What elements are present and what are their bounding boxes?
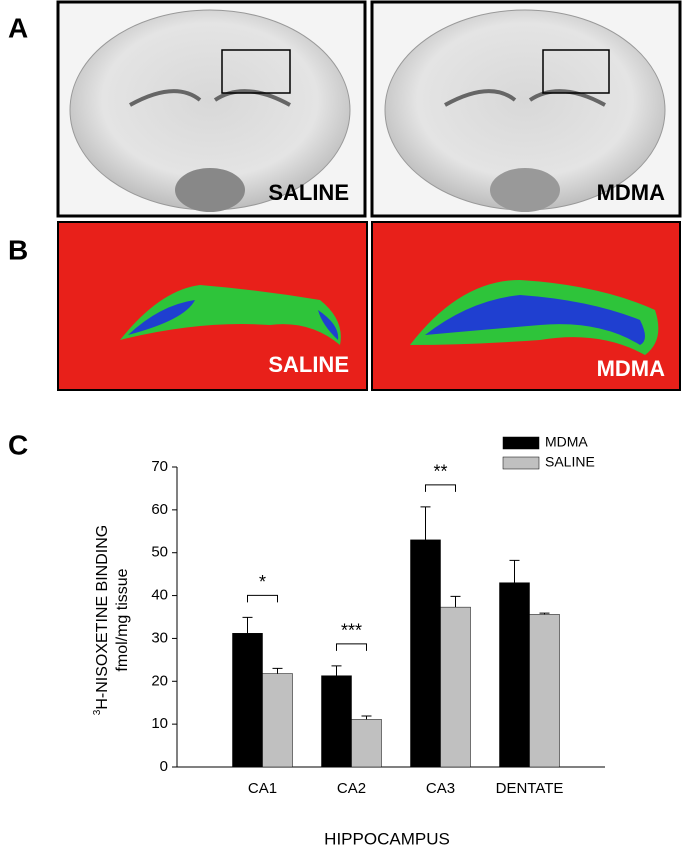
y-tick-label: 0 xyxy=(160,758,168,775)
image-label: SALINE xyxy=(268,352,349,377)
significance-label: ** xyxy=(433,462,447,482)
bar xyxy=(262,673,293,768)
y-axis-title: 3H-NISOXETINE BINDING xyxy=(92,525,112,715)
hippocampus xyxy=(129,89,291,107)
panel-a xyxy=(56,0,682,218)
error-bar xyxy=(272,667,283,674)
significance-label: *** xyxy=(341,621,362,641)
roi-box xyxy=(221,49,291,94)
error-bar xyxy=(361,715,372,720)
brainstem xyxy=(175,168,245,212)
image-label: MDMA xyxy=(597,356,666,381)
y-tick-label: 20 xyxy=(151,672,168,689)
error-bar xyxy=(539,612,550,615)
panel-label: B xyxy=(8,234,28,265)
roi-box xyxy=(542,49,610,94)
y-tick-label: 50 xyxy=(151,544,168,561)
brainstem xyxy=(490,168,560,212)
x-tick-label: CA3 xyxy=(426,780,455,797)
bar xyxy=(529,614,560,768)
x-tick-label: CA2 xyxy=(337,780,366,797)
error-bar xyxy=(420,506,431,540)
superscript: 3 xyxy=(92,709,103,715)
legend-swatch xyxy=(502,456,540,470)
legend-label: SALINE xyxy=(545,454,595,470)
x-tick-label: CA1 xyxy=(248,780,277,797)
error-bar xyxy=(331,665,342,676)
error-bar xyxy=(242,616,253,634)
y-tick-label: 30 xyxy=(151,629,168,646)
x-axis-title: HIPPOCAMPUS xyxy=(324,829,450,848)
y-axis-title-text: H-NISOXETINE BINDING xyxy=(94,525,111,710)
error-bar xyxy=(509,559,520,583)
error-bar xyxy=(450,595,461,608)
bar xyxy=(351,719,382,768)
x-tick-label: DENTATE xyxy=(496,780,564,797)
significance-bracket xyxy=(425,484,456,492)
panel-label: A xyxy=(8,12,28,43)
hippocampus-blue xyxy=(128,300,339,340)
significance-bracket xyxy=(336,643,367,651)
panel-b xyxy=(57,221,681,391)
y-tick-label: 10 xyxy=(151,715,168,732)
bar xyxy=(499,582,530,768)
bar xyxy=(410,539,441,768)
hippocampus xyxy=(444,89,606,107)
legend-swatch xyxy=(502,436,540,450)
legend-label: MDMA xyxy=(545,434,588,450)
y-tick-label: 40 xyxy=(151,587,168,604)
significance-label: * xyxy=(259,572,266,592)
hippocampus-blue xyxy=(425,295,645,345)
hippocampus-green xyxy=(120,285,341,345)
bar xyxy=(232,633,263,768)
y-tick-label: 70 xyxy=(151,458,168,475)
panel-label: C xyxy=(8,429,28,460)
bar xyxy=(321,675,352,768)
significance-bracket xyxy=(247,594,278,603)
image-label: MDMA xyxy=(597,180,666,205)
bar xyxy=(440,606,471,768)
labels: A B C SALINE MDMA SALINE MDMA xyxy=(8,12,665,460)
image-label: SALINE xyxy=(268,180,349,205)
y-tick-label: 60 xyxy=(151,501,168,518)
y-axis-title-line2: fmol/mg tissue xyxy=(114,568,131,671)
